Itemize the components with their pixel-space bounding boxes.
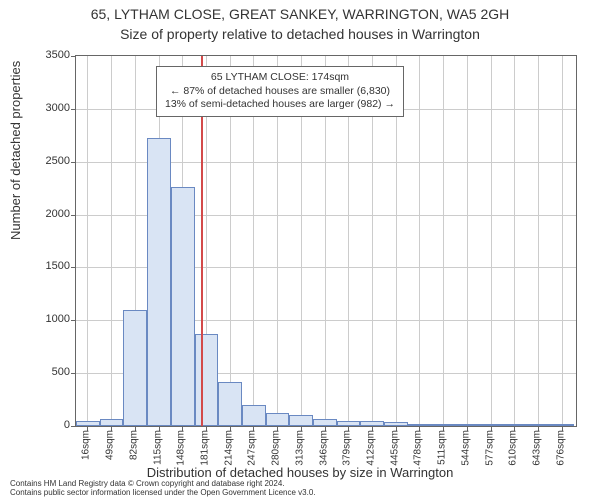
x-tick-label: 676sqm — [555, 430, 566, 466]
grid-line-v — [419, 56, 420, 426]
histogram-bar — [195, 334, 219, 426]
histogram-bar — [123, 310, 147, 426]
histogram-bar — [147, 138, 171, 426]
x-axis-label: Distribution of detached houses by size … — [0, 465, 600, 480]
annotation-line2: ← 87% of detached houses are smaller (6,… — [165, 85, 395, 99]
grid-line-v — [491, 56, 492, 426]
plot-area: 65 LYTHAM CLOSE: 174sqm← 87% of detached… — [75, 55, 577, 427]
x-tick-label: 49sqm — [105, 430, 116, 460]
histogram-bar — [408, 424, 432, 426]
grid-line-v — [562, 56, 563, 426]
grid-line-v — [87, 56, 88, 426]
x-tick-label: 181sqm — [200, 430, 211, 466]
y-tick-mark — [71, 373, 76, 374]
annotation-line3: 13% of semi-detached houses are larger (… — [165, 98, 395, 112]
y-tick-mark — [71, 109, 76, 110]
x-tick-label: 445sqm — [389, 430, 400, 466]
histogram-bar — [455, 424, 479, 426]
histogram-bar — [550, 424, 574, 426]
x-tick-label: 148sqm — [176, 430, 187, 466]
x-tick-label: 511sqm — [437, 430, 448, 465]
grid-line-v — [514, 56, 515, 426]
histogram-bar — [479, 424, 503, 426]
y-tick-label: 3500 — [30, 49, 70, 61]
y-tick-label: 1000 — [30, 313, 70, 325]
histogram-bar — [313, 419, 337, 426]
grid-line-v — [443, 56, 444, 426]
y-tick-mark — [71, 267, 76, 268]
grid-line-v — [467, 56, 468, 426]
chart-title-line1: 65, LYTHAM CLOSE, GREAT SANKEY, WARRINGT… — [0, 6, 600, 22]
footer-line1: Contains HM Land Registry data © Crown c… — [10, 479, 316, 489]
footer-attribution: Contains HM Land Registry data © Crown c… — [10, 479, 316, 498]
y-tick-label: 0 — [30, 419, 70, 431]
x-tick-label: 412sqm — [365, 430, 376, 466]
histogram-bar — [503, 424, 527, 426]
y-tick-label: 500 — [30, 366, 70, 378]
y-axis-label: Number of detached properties — [8, 61, 23, 240]
y-tick-mark — [71, 426, 76, 427]
x-tick-label: 280sqm — [271, 430, 282, 466]
footer-line2: Contains public sector information licen… — [10, 488, 316, 498]
chart-title-line2: Size of property relative to detached ho… — [0, 26, 600, 42]
y-tick-label: 1500 — [30, 260, 70, 272]
histogram-bar — [76, 421, 100, 426]
x-tick-label: 643sqm — [531, 430, 542, 466]
y-tick-mark — [71, 56, 76, 57]
x-tick-label: 346sqm — [318, 430, 329, 466]
x-tick-label: 577sqm — [484, 430, 495, 466]
histogram-bar — [337, 421, 361, 426]
grid-line-v — [538, 56, 539, 426]
x-tick-label: 610sqm — [508, 430, 519, 466]
grid-line-v — [111, 56, 112, 426]
y-tick-label: 2000 — [30, 208, 70, 220]
x-tick-label: 247sqm — [247, 430, 258, 466]
x-tick-label: 544sqm — [460, 430, 471, 466]
histogram-bar — [266, 413, 290, 426]
x-tick-label: 313sqm — [294, 430, 305, 466]
x-tick-label: 82sqm — [128, 430, 139, 460]
y-tick-mark — [71, 320, 76, 321]
histogram-bar — [242, 405, 266, 426]
y-tick-label: 3000 — [30, 102, 70, 114]
y-tick-mark — [71, 215, 76, 216]
x-tick-label: 16sqm — [81, 430, 92, 460]
x-tick-label: 379sqm — [342, 430, 353, 466]
x-tick-label: 214sqm — [223, 430, 234, 466]
y-tick-mark — [71, 162, 76, 163]
y-tick-label: 2500 — [30, 155, 70, 167]
histogram-bar — [432, 424, 456, 426]
property-size-chart: 65, LYTHAM CLOSE, GREAT SANKEY, WARRINGT… — [0, 0, 600, 500]
histogram-bar — [360, 421, 384, 426]
histogram-bar — [289, 415, 313, 426]
histogram-bar — [100, 419, 124, 426]
histogram-bar — [218, 382, 242, 426]
x-tick-label: 478sqm — [413, 430, 424, 466]
histogram-bar — [384, 422, 408, 426]
x-tick-label: 115sqm — [152, 430, 163, 465]
histogram-bar — [171, 187, 195, 426]
histogram-bar — [526, 424, 550, 426]
annotation-box: 65 LYTHAM CLOSE: 174sqm← 87% of detached… — [156, 66, 404, 117]
annotation-line1: 65 LYTHAM CLOSE: 174sqm — [165, 71, 395, 85]
